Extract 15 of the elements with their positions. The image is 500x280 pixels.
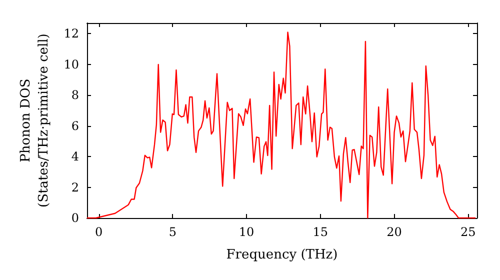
y-tick-label: 6 <box>71 118 79 133</box>
x-tick-label: 20 <box>386 225 402 239</box>
y-tick-label: 4 <box>71 150 80 164</box>
y-axis-title: Phonon DOS (States/THz·primitive cell) <box>18 33 52 208</box>
x-tick-label: 10 <box>238 225 254 239</box>
x-tick-label: 15 <box>312 225 328 239</box>
x-tick-label: 0 <box>95 225 103 239</box>
y-tick-label: 0 <box>71 211 79 225</box>
y-tick-label: 10 <box>64 57 79 72</box>
y-tick-label: 12 <box>64 26 79 41</box>
y-tick-label: 8 <box>71 88 79 102</box>
x-axis-title: Frequency (THz) <box>226 248 338 262</box>
x-tick-label: 25 <box>460 225 476 239</box>
y-tick-label: 2 <box>71 180 79 194</box>
x-tick-label: 5 <box>168 225 176 239</box>
